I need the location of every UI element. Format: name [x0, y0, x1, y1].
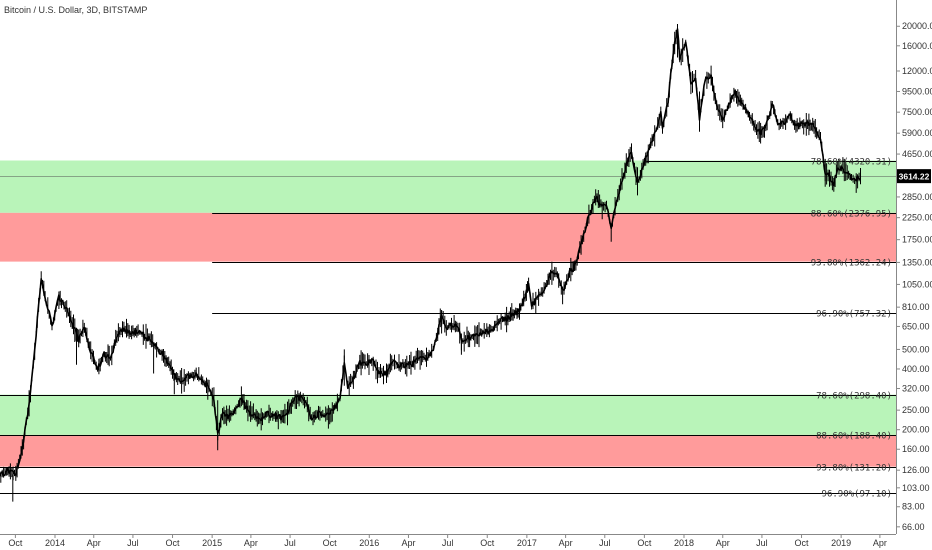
- fib-label-0: 78.60%(4320.31): [811, 158, 892, 168]
- y-tick-label-18: 320.00: [902, 384, 930, 394]
- x-tick-label-4: Oct: [166, 538, 181, 548]
- x-tick-label-8: Oct: [323, 538, 338, 548]
- fib-label-3: 96.90%(757.32): [816, 310, 892, 320]
- fib-band-green-2: [0, 394, 896, 435]
- y-axis-bg: [896, 0, 932, 550]
- x-tick-label-21: 2019: [831, 538, 851, 548]
- y-tick-label-9: 2850.00: [902, 192, 932, 202]
- y-tick-label-24: 83.00: [902, 502, 925, 512]
- price-layer: [0, 24, 861, 502]
- fib-label-2: 93.80%(1362.24): [811, 259, 892, 269]
- fib-label-6: 93.80%(131.20): [816, 464, 892, 474]
- x-tick-label-7: Jul: [284, 538, 296, 548]
- y-tick-label-10: 2250.00: [902, 213, 932, 223]
- y-tick-label-2: 16000.00: [902, 41, 932, 51]
- y-tick-label-3: 12000.00: [902, 66, 932, 76]
- y-tick-label-12: 1350.00: [902, 257, 932, 267]
- x-tick-label-5: 2015: [202, 538, 222, 548]
- y-tick-label-5: 7500.00: [902, 107, 932, 117]
- y-tick-label-14: 810.00: [902, 302, 930, 312]
- fib-label-5: 88.60%(188.40): [816, 432, 892, 442]
- x-tick-label-22: Apr: [873, 538, 887, 548]
- price-line: [0, 28, 861, 477]
- bands-layer: [0, 160, 896, 467]
- x-tick-label-6: Apr: [244, 538, 258, 548]
- y-tick-label-7: 4650.00: [902, 149, 932, 159]
- y-tick-label-22: 126.00: [902, 465, 930, 475]
- y-tick-label-19: 250.00: [902, 405, 930, 415]
- last-price-label: 3614.22: [899, 172, 930, 182]
- x-tick-label-13: 2017: [517, 538, 537, 548]
- x-tick-label-0: Oct: [8, 538, 23, 548]
- fib-band-red-3: [0, 434, 896, 467]
- price-spikes: [12, 26, 826, 502]
- x-tick-label-19: Jul: [756, 538, 768, 548]
- y-tick-label-13: 1050.00: [902, 279, 932, 289]
- x-tick-label-3: Jul: [127, 538, 139, 548]
- y-tick-label-1: 20000.00: [902, 21, 932, 31]
- y-tick-label-23: 103.00: [902, 483, 930, 493]
- y-tick-label-4: 9500.00: [902, 86, 932, 96]
- y-tick-label-17: 400.00: [902, 364, 930, 374]
- x-tick-label-15: Jul: [599, 538, 611, 548]
- fib-label-1: 88.60%(2376.95): [811, 210, 892, 220]
- x-tick-label-10: Apr: [401, 538, 415, 548]
- x-axis-bg: [0, 534, 896, 550]
- chart-title: Bitcoin / U.S. Dollar, 3D, BITSTAMP: [4, 5, 147, 15]
- y-tick-label-21: 160.00: [902, 444, 930, 454]
- x-tick-label-11: Jul: [442, 538, 454, 548]
- y-tick-label-16: 500.00: [902, 344, 930, 354]
- fib-lines-layer: [0, 161, 896, 494]
- x-tick-label-17: 2018: [674, 538, 694, 548]
- fib-label-7: 96.90%(97.10): [822, 490, 892, 500]
- y-tick-label-20: 200.00: [902, 425, 930, 435]
- fib-band-green-0: [0, 160, 896, 213]
- x-tick-label-20: Oct: [795, 538, 810, 548]
- y-tick-label-25: 66.00: [902, 522, 925, 532]
- x-tick-label-1: 2014: [45, 538, 65, 548]
- y-tick-label-6: 5900.00: [902, 128, 932, 138]
- x-tick-label-2: Apr: [87, 538, 101, 548]
- x-tick-label-18: Apr: [716, 538, 730, 548]
- y-tick-label-11: 1750.00: [902, 235, 932, 245]
- last-price-tag: [897, 169, 931, 184]
- fib-band-red-1: [0, 212, 896, 262]
- x-tick-label-14: Apr: [559, 538, 573, 548]
- y-tick-label-15: 650.00: [902, 321, 930, 331]
- x-tick-label-12: Oct: [480, 538, 495, 548]
- fib-label-4: 78.60%(298.40): [816, 392, 892, 402]
- x-tick-label-16: Oct: [637, 538, 652, 548]
- x-tick-label-9: 2016: [359, 538, 379, 548]
- fib-labels-layer: 78.60%(4320.31) 88.60%(2376.95) 93.80%(136…: [811, 158, 892, 500]
